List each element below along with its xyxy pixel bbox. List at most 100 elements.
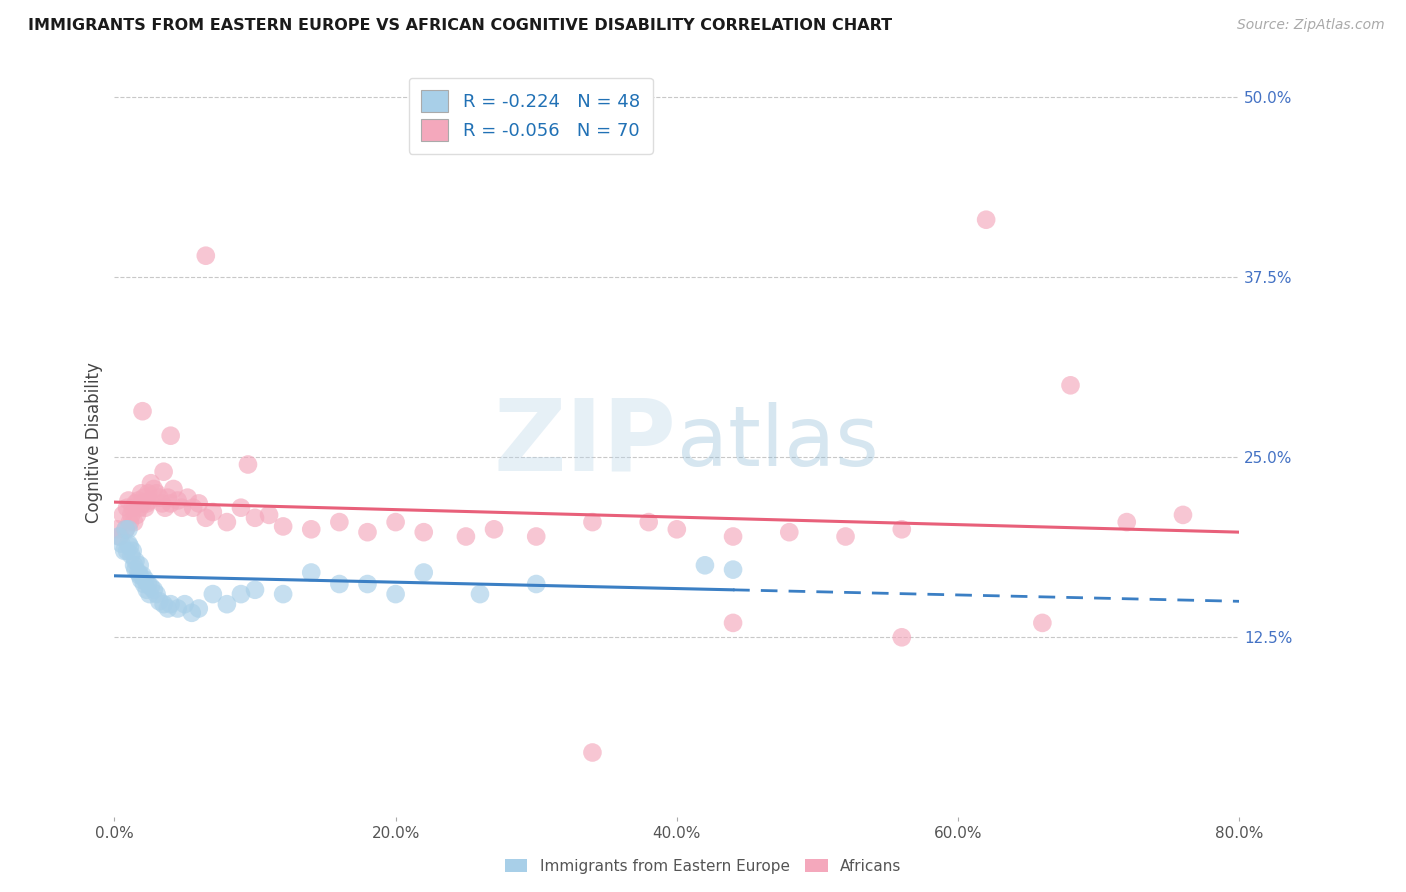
Point xyxy=(721,615,744,630)
Point xyxy=(128,500,150,515)
Point xyxy=(124,554,146,568)
Point xyxy=(120,508,142,522)
Point xyxy=(328,515,350,529)
Point xyxy=(166,493,188,508)
Y-axis label: Cognitive Disability: Cognitive Disability xyxy=(86,362,103,524)
Text: ZIP: ZIP xyxy=(494,394,676,491)
Point xyxy=(271,587,294,601)
Point xyxy=(328,577,350,591)
Point xyxy=(122,558,145,573)
Point xyxy=(131,404,153,418)
Legend: Immigrants from Eastern Europe, Africans: Immigrants from Eastern Europe, Africans xyxy=(498,853,908,880)
Point xyxy=(1031,615,1053,630)
Point xyxy=(117,537,139,551)
Point xyxy=(778,525,800,540)
Point xyxy=(257,508,280,522)
Point xyxy=(187,496,209,510)
Point xyxy=(110,537,132,551)
Point xyxy=(180,606,202,620)
Point xyxy=(271,519,294,533)
Point xyxy=(384,587,406,601)
Point xyxy=(131,568,153,582)
Point xyxy=(127,493,149,508)
Point xyxy=(120,548,142,562)
Point xyxy=(412,525,434,540)
Point xyxy=(1115,515,1137,529)
Point xyxy=(148,594,170,608)
Point xyxy=(115,544,138,558)
Point xyxy=(156,601,179,615)
Text: Source: ZipAtlas.com: Source: ZipAtlas.com xyxy=(1237,18,1385,32)
Point xyxy=(128,558,150,573)
Text: IMMIGRANTS FROM EASTERN EUROPE VS AFRICAN COGNITIVE DISABILITY CORRELATION CHART: IMMIGRANTS FROM EASTERN EUROPE VS AFRICA… xyxy=(28,18,893,33)
Point xyxy=(124,563,146,577)
Point xyxy=(117,493,139,508)
Point xyxy=(131,496,153,510)
Point xyxy=(121,500,143,515)
Point xyxy=(1171,508,1194,522)
Point xyxy=(581,515,603,529)
Point xyxy=(159,428,181,442)
Point xyxy=(384,515,406,529)
Point xyxy=(159,496,181,510)
Point xyxy=(356,577,378,591)
Point xyxy=(134,500,156,515)
Point xyxy=(124,496,146,510)
Point xyxy=(112,544,135,558)
Point xyxy=(117,522,139,536)
Point xyxy=(138,587,160,601)
Point xyxy=(156,491,179,505)
Point xyxy=(187,601,209,615)
Point xyxy=(129,573,152,587)
Point xyxy=(118,515,141,529)
Point xyxy=(215,597,238,611)
Point xyxy=(524,529,547,543)
Point xyxy=(134,573,156,587)
Point xyxy=(115,500,138,515)
Point xyxy=(121,544,143,558)
Point xyxy=(693,558,716,573)
Point xyxy=(215,515,238,529)
Point xyxy=(236,458,259,472)
Point xyxy=(581,746,603,760)
Point xyxy=(162,482,184,496)
Point xyxy=(135,496,157,510)
Point xyxy=(125,508,148,522)
Point xyxy=(152,597,174,611)
Point xyxy=(132,577,155,591)
Point xyxy=(299,522,322,536)
Point xyxy=(974,212,997,227)
Point xyxy=(122,515,145,529)
Point xyxy=(139,580,162,594)
Point xyxy=(1059,378,1081,392)
Point xyxy=(834,529,856,543)
Point xyxy=(412,566,434,580)
Point xyxy=(127,566,149,580)
Point xyxy=(243,510,266,524)
Point xyxy=(170,500,193,515)
Point xyxy=(136,486,159,500)
Point xyxy=(229,587,252,601)
Point xyxy=(166,601,188,615)
Point xyxy=(152,465,174,479)
Point xyxy=(890,630,912,644)
Point xyxy=(468,587,491,601)
Point xyxy=(890,522,912,536)
Point xyxy=(107,529,129,543)
Point xyxy=(142,482,165,496)
Point xyxy=(114,522,136,536)
Point xyxy=(129,486,152,500)
Point xyxy=(136,577,159,591)
Point xyxy=(145,587,167,601)
Point xyxy=(194,249,217,263)
Point xyxy=(153,500,176,515)
Text: atlas: atlas xyxy=(676,402,879,483)
Point xyxy=(118,540,141,554)
Point xyxy=(114,522,136,536)
Point xyxy=(139,476,162,491)
Point xyxy=(142,582,165,597)
Point xyxy=(201,587,224,601)
Point xyxy=(229,500,252,515)
Point xyxy=(111,508,134,522)
Point xyxy=(176,491,198,505)
